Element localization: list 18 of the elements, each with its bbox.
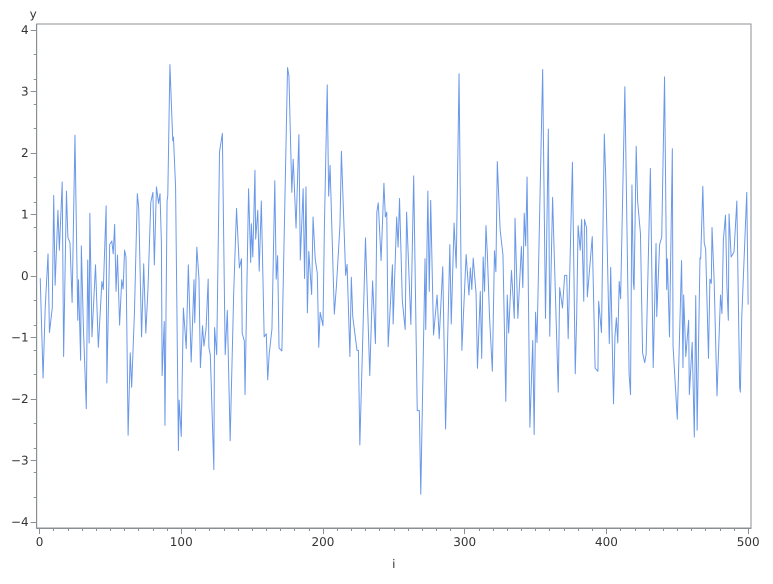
y-tick-label: −4: [10, 514, 29, 529]
x-tick-label: 300: [453, 535, 476, 549]
y-axis-title: y: [30, 7, 37, 21]
x-tick-label: 100: [170, 535, 193, 549]
x-tick-label: 500: [736, 535, 760, 549]
y-tick-label: −2: [10, 392, 29, 406]
x-tick-label: 400: [594, 535, 618, 549]
y-tick-label: 0: [21, 269, 29, 283]
y-tick-label: 3: [21, 84, 29, 99]
y-tick-label: 1: [21, 208, 29, 222]
y-tick-label: 2: [21, 146, 29, 160]
y-tick-label: −1: [10, 330, 29, 344]
line-series: [40, 64, 749, 495]
x-tick-label: 0: [36, 535, 44, 549]
y-tick-label: 4: [21, 23, 29, 38]
x-axis-title: i: [392, 557, 396, 571]
y-tick-label: −3: [10, 453, 29, 468]
x-tick-label: 200: [312, 535, 334, 549]
